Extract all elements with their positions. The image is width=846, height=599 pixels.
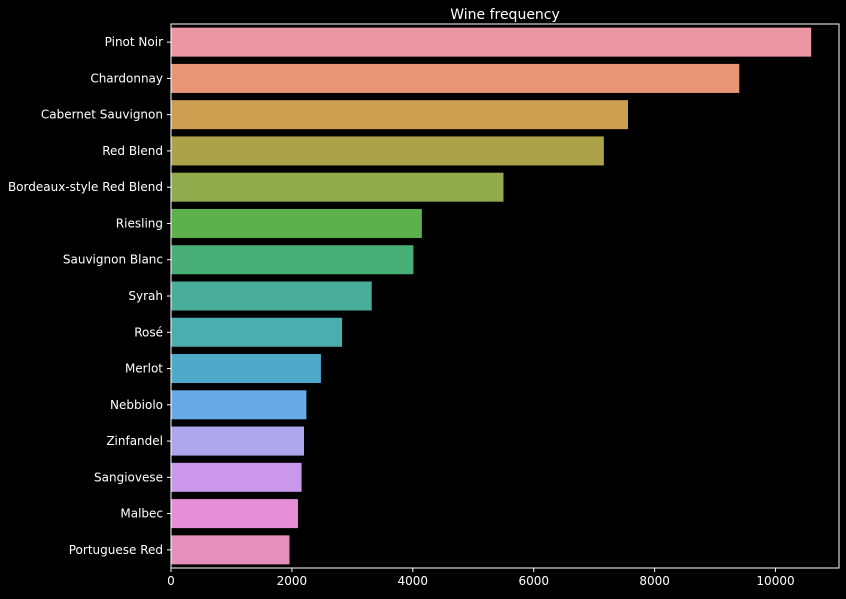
bar-sauvignon-blanc <box>171 245 414 275</box>
bar-portuguese-red <box>171 535 290 565</box>
bar-zinfandel <box>171 426 304 456</box>
x-axis-ticks: 0 2000 4000 6000 8000 10000 <box>167 568 795 588</box>
plot-frame <box>170 23 840 569</box>
x-tick-label: 8000 <box>639 574 670 588</box>
category-label: Portuguese Red <box>69 543 163 557</box>
bar-cabernet-sauvignon <box>171 100 629 130</box>
category-label: Rosé <box>134 325 163 339</box>
x-tick-label: 4000 <box>398 574 429 588</box>
category-label: Red Blend <box>102 144 163 158</box>
bar-pinot-noir <box>171 27 812 57</box>
bar-sangiovese <box>171 462 302 492</box>
category-label: Syrah <box>128 289 163 303</box>
x-tick-label: 0 <box>167 574 175 588</box>
x-tick-label: 6000 <box>518 574 549 588</box>
category-label: Zinfandel <box>106 434 163 448</box>
category-label: Pinot Noir <box>105 35 163 49</box>
bar-merlot <box>171 354 321 384</box>
bars-layer <box>171 27 812 565</box>
bar-red-blend <box>171 136 604 166</box>
category-label: Bordeaux-style Red Blend <box>8 180 163 194</box>
bar-malbec <box>171 499 298 529</box>
category-label: Nebbiolo <box>110 398 163 412</box>
category-label: Sangiovese <box>94 470 163 484</box>
bar-nebbiolo <box>171 390 307 420</box>
bar-riesling <box>171 208 422 238</box>
bar-bordeaux-style-red-blend <box>171 172 504 202</box>
bar-chardonnay <box>171 63 740 93</box>
category-label: Malbec <box>120 507 163 521</box>
chart-title: Wine frequency <box>450 7 560 23</box>
category-labels: Pinot Noir Chardonnay Cabernet Sauvignon Re… <box>8 35 171 557</box>
category-label: Sauvignon Blanc <box>63 253 163 267</box>
category-label: Riesling <box>116 216 163 230</box>
category-label: Cabernet Sauvignon <box>41 108 163 122</box>
category-label: Merlot <box>125 362 163 376</box>
bar-ros- <box>171 317 343 347</box>
x-tick-label: 2000 <box>277 574 308 588</box>
bar-syrah <box>171 281 372 311</box>
category-label: Chardonnay <box>90 71 163 85</box>
x-tick-label: 10000 <box>756 574 794 588</box>
